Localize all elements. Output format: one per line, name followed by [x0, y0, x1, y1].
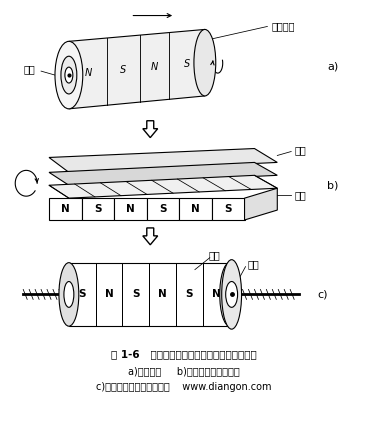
Text: N: N	[84, 68, 92, 78]
Bar	[179, 198, 212, 220]
Text: N: N	[151, 62, 158, 72]
Text: S: S	[184, 59, 190, 69]
Text: b): b)	[327, 180, 338, 190]
Polygon shape	[143, 228, 158, 245]
Text: 次级: 次级	[294, 146, 306, 156]
Polygon shape	[69, 30, 205, 109]
Text: S: S	[159, 204, 167, 214]
Text: 定子磁场: 定子磁场	[271, 21, 295, 31]
Ellipse shape	[222, 260, 241, 329]
Polygon shape	[49, 163, 277, 185]
Polygon shape	[143, 121, 158, 138]
Text: 图 1-6   旋转电机演变为圆筒型直线电机的过程: 图 1-6 旋转电机演变为圆筒型直线电机的过程	[111, 349, 257, 359]
Ellipse shape	[226, 282, 238, 307]
Text: S: S	[224, 204, 232, 214]
Ellipse shape	[59, 262, 79, 326]
Text: N: N	[126, 204, 135, 214]
Polygon shape	[49, 149, 277, 172]
Text: S: S	[120, 65, 126, 75]
Text: 转子: 转子	[23, 64, 35, 74]
Bar	[82, 198, 114, 220]
Text: S: S	[78, 290, 86, 300]
Bar	[49, 198, 82, 220]
Text: c): c)	[317, 290, 328, 300]
Bar	[147, 198, 179, 220]
Text: a)旋转电机     b)扁平型单边直线电机: a)旋转电机 b)扁平型单边直线电机	[128, 366, 240, 376]
Text: 初级: 初级	[294, 190, 306, 200]
Bar	[69, 262, 230, 326]
Text: N: N	[212, 290, 221, 300]
Ellipse shape	[64, 282, 74, 307]
Polygon shape	[245, 188, 277, 220]
Ellipse shape	[61, 56, 77, 94]
Text: a): a)	[327, 61, 338, 71]
Ellipse shape	[55, 41, 83, 109]
Polygon shape	[49, 175, 277, 198]
Text: S: S	[94, 204, 102, 214]
Text: c)圆筒型（管型）直线电机    www.diangon.com: c)圆筒型（管型）直线电机 www.diangon.com	[96, 382, 272, 392]
Text: N: N	[158, 290, 167, 300]
Ellipse shape	[220, 262, 240, 326]
Text: S: S	[132, 290, 139, 300]
Text: 次级: 次级	[248, 260, 259, 269]
Text: N: N	[61, 204, 70, 214]
Text: N: N	[105, 290, 113, 300]
Text: S: S	[186, 290, 193, 300]
Ellipse shape	[194, 30, 216, 96]
Text: N: N	[191, 204, 200, 214]
Ellipse shape	[65, 67, 73, 83]
Bar	[114, 198, 147, 220]
Text: 初级: 初级	[209, 250, 221, 260]
Bar	[212, 198, 245, 220]
